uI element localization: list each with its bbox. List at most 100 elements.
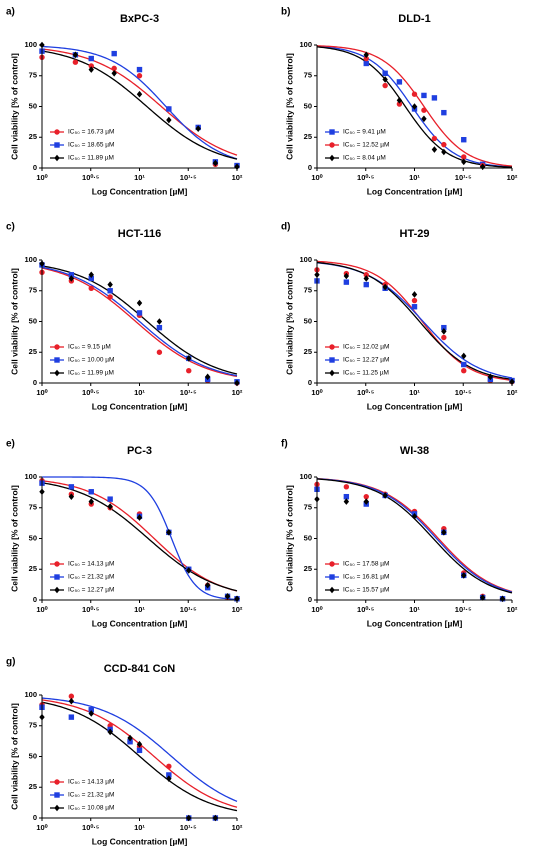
legend-label: IC₅₀ = 11.99 µM [68, 370, 114, 377]
y-tick-label: 75 [29, 721, 37, 730]
x-axis-title: Log Concentration [µM] [92, 186, 188, 196]
y-tick-label: 50 [29, 101, 37, 110]
y-tick-label: 25 [304, 564, 312, 573]
marker-circle [396, 101, 403, 107]
marker-circle [461, 154, 467, 160]
marker-square [329, 129, 335, 135]
marker-circle [136, 73, 143, 79]
marker-circle [107, 294, 113, 300]
marker-diamond [212, 159, 219, 167]
y-tick-label: 75 [304, 71, 312, 80]
y-tick-label: 100 [299, 472, 312, 481]
marker-square [461, 137, 467, 143]
marker-square [461, 361, 467, 368]
x-tick-label: 10¹·⁵ [180, 823, 197, 832]
fit-curve [41, 50, 238, 160]
marker-circle [329, 142, 335, 148]
marker-diamond [111, 69, 117, 77]
legend-label: IC₅₀ = 12.27 µM [343, 357, 389, 364]
x-tick-label: 10¹ [134, 388, 145, 397]
marker-square [68, 272, 75, 278]
legend-label: IC₅₀ = 21.32 µM [68, 792, 114, 799]
fit-curve [41, 267, 238, 378]
marker-diamond [382, 492, 388, 499]
y-tick-label: 25 [29, 564, 37, 573]
x-tick-label: 10⁰ [36, 388, 48, 397]
legend-label: IC₅₀ = 16.73 µM [68, 129, 114, 136]
marker-circle [441, 141, 447, 148]
marker-circle [431, 135, 438, 142]
marker-diamond [411, 513, 418, 520]
x-tick-label: 10² [507, 173, 518, 182]
marker-square [166, 772, 172, 778]
marker-diamond [441, 529, 447, 536]
marker-diamond [166, 775, 172, 782]
marker-square [382, 70, 388, 76]
marker-diamond [234, 595, 240, 603]
marker-diamond [204, 373, 211, 381]
marker-circle [54, 561, 60, 567]
x-tick-label: 10² [232, 173, 243, 182]
x-tick-label: 10⁰·⁵ [357, 173, 375, 182]
y-tick-label: 0 [33, 595, 37, 604]
y-tick-label: 0 [33, 163, 37, 172]
x-tick-label: 10⁰·⁵ [357, 388, 375, 397]
marker-circle [343, 484, 350, 490]
marker-circle [441, 334, 447, 341]
marker-diamond [107, 281, 113, 288]
panel: e) PC-3 Cell viability [% of control] Log C… [6, 439, 243, 629]
legend-label: IC₅₀ = 14.13 µM [68, 779, 114, 786]
y-tick-label: 50 [29, 533, 37, 542]
marker-diamond [499, 595, 506, 603]
marker-square [136, 747, 143, 754]
marker-circle [461, 368, 467, 374]
y-tick-label: 100 [24, 472, 37, 481]
panel: g) CCD-841 CoN Cell viability [% of contro… [6, 657, 243, 847]
marker-circle [186, 368, 192, 374]
x-axis-title: Log Concentration [µM] [92, 401, 188, 411]
x-tick-label: 10⁰ [311, 388, 323, 397]
y-tick-label: 0 [33, 378, 37, 387]
marker-diamond [156, 318, 163, 325]
legend-label: IC₅₀ = 21.32 µM [68, 574, 114, 581]
marker-square [441, 324, 447, 331]
y-tick-label: 50 [304, 101, 312, 110]
marker-diamond [224, 593, 231, 600]
marker-square [54, 142, 60, 148]
legend-label: IC₅₀ = 9.15 µM [68, 344, 111, 351]
legend-label: IC₅₀ = 17.58 µM [343, 561, 389, 568]
marker-diamond [88, 710, 94, 717]
marker-circle [363, 272, 369, 278]
x-tick-label: 10¹·⁵ [180, 173, 197, 182]
marker-square [68, 484, 75, 490]
marker-circle [88, 285, 94, 291]
x-tick-label: 10⁰ [311, 173, 323, 182]
marker-diamond [234, 163, 240, 171]
marker-square [88, 55, 94, 62]
y-axis-title: Cell viability [% of control] [284, 53, 294, 160]
marker-diamond [88, 66, 94, 73]
y-tick-label: 75 [29, 286, 37, 295]
marker-circle [54, 779, 60, 785]
legend-label: IC₅₀ = 11.25 µM [343, 370, 389, 377]
y-tick-label: 75 [304, 503, 312, 512]
marker-diamond [136, 299, 143, 307]
legend-label: IC₅₀ = 11.89 µM [68, 155, 114, 162]
y-axis-title: Cell viability [% of control] [284, 268, 294, 375]
y-tick-label: 100 [24, 690, 37, 699]
marker-diamond [411, 103, 418, 110]
marker-circle [111, 65, 117, 72]
panel-label: c) [6, 222, 15, 233]
panel: c) HCT-116 Cell viability [% of control] Lo… [6, 222, 243, 412]
marker-diamond [186, 567, 192, 574]
chart-title: WI-38 [400, 445, 429, 457]
marker-circle [382, 82, 388, 89]
y-tick-label: 25 [304, 132, 312, 141]
x-tick-label: 10¹ [409, 173, 420, 182]
marker-circle [329, 561, 335, 567]
chart-title: CCD-841 CoN [104, 663, 176, 675]
marker-diamond [68, 697, 75, 705]
x-tick-label: 10¹·⁵ [180, 605, 197, 614]
marker-diamond [166, 116, 172, 124]
